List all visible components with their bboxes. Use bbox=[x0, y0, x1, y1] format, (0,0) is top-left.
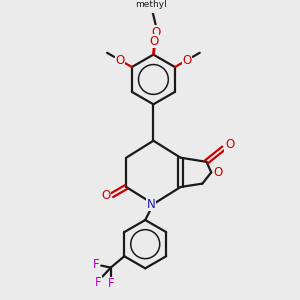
Text: O: O bbox=[152, 26, 161, 39]
Text: F: F bbox=[107, 278, 114, 290]
Text: O: O bbox=[101, 189, 110, 202]
Text: F: F bbox=[95, 276, 102, 289]
Text: O: O bbox=[182, 54, 191, 67]
Text: O: O bbox=[225, 138, 234, 151]
Text: N: N bbox=[147, 197, 156, 211]
Text: methyl: methyl bbox=[135, 0, 167, 9]
Text: O: O bbox=[116, 54, 125, 67]
Text: O: O bbox=[149, 34, 159, 47]
Text: O: O bbox=[213, 166, 223, 179]
Text: F: F bbox=[92, 258, 99, 271]
